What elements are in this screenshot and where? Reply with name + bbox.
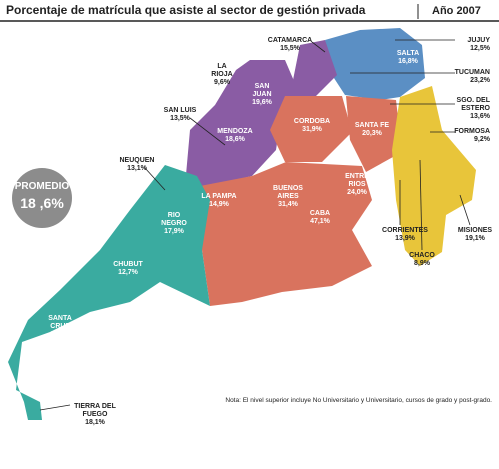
region-value: 18,1% [85, 419, 106, 426]
region-cordoba [270, 96, 352, 162]
region-name: JUAN [252, 91, 271, 98]
region-name: TIERRA DEL [74, 403, 116, 410]
region-value: 31,4% [278, 201, 299, 208]
region-name: JUJUY [467, 37, 490, 44]
region-name: FORMOSA [454, 128, 490, 135]
region-value: 12,5% [470, 45, 491, 52]
region-value: 24,0% [347, 189, 368, 196]
region-name: CORRIENTES [382, 227, 428, 234]
region-value: 8,9% [414, 260, 431, 267]
region-name: BUENOS [273, 185, 303, 192]
leader-line [189, 117, 226, 146]
region-value: 12,7% [118, 269, 139, 276]
region-name: CORDOBA [294, 118, 330, 125]
region-name: SAN [255, 83, 270, 90]
region-name: CHACO [409, 252, 435, 259]
region-value: 20,3% [362, 130, 383, 137]
map-shapes [8, 28, 476, 420]
region-pampa [200, 162, 372, 306]
region-value: 15,5% [280, 45, 301, 52]
region-name: RIOS [348, 181, 365, 188]
region-catamarca [290, 40, 337, 100]
region-name: RIO [168, 212, 181, 219]
year: Año 2007 [432, 5, 481, 17]
note: Nota: El nivel superior incluye No Unive… [225, 397, 492, 404]
region-nea [392, 86, 476, 266]
region-value: 13,6% [470, 113, 491, 120]
region-name: LA PAMPA [201, 193, 236, 200]
region-value: 13,5% [170, 115, 191, 122]
average-label: PROMEDIO [15, 181, 70, 192]
region-name: NEGRO [161, 220, 187, 227]
region-name: SAN LUIS [164, 107, 197, 114]
region-name: TUCUMAN [455, 69, 490, 76]
region-name: SGO. DEL [457, 97, 491, 104]
region-name: SANTA FE [355, 122, 390, 129]
region-santa-fe [346, 96, 402, 172]
region-value: 13,9% [395, 235, 416, 242]
region-value: 18,6% [225, 136, 246, 143]
region-value: 13,1% [127, 165, 148, 172]
region-name: MENDOZA [217, 128, 252, 135]
leader-line [311, 41, 326, 53]
region-patagonia [8, 165, 210, 420]
region-name: ESTERO [461, 105, 490, 112]
region-name: ENTRE [345, 173, 369, 180]
region-name: SANTA [48, 315, 72, 322]
region-name: CRUZ [50, 323, 70, 330]
region-value: 9,2% [474, 136, 491, 143]
leader-line [459, 194, 471, 226]
region-name: AIRES [277, 193, 299, 200]
leader-line [419, 159, 423, 251]
region-cuyo [185, 60, 300, 186]
region-value: 31,9% [302, 126, 323, 133]
average-value: 18 ,6% [20, 195, 64, 211]
region-value: 19,1% [465, 235, 486, 242]
region-name: SALTA [397, 50, 419, 57]
region-value: 47,1% [310, 218, 331, 225]
average-badge [12, 168, 72, 228]
leader-line [144, 167, 166, 191]
leader-lines [39, 39, 471, 411]
region-name: NEUQUEN [119, 157, 154, 164]
region-name: FUEGO [83, 411, 108, 418]
region-value: 9,6% [214, 79, 231, 86]
region-name: CATAMARCA [268, 37, 312, 44]
region-name: CABA [310, 210, 330, 217]
region-value: 23,2% [470, 77, 491, 84]
region-name: RIOJA [211, 71, 232, 78]
region-value: 14,9% [209, 201, 230, 208]
region-value: 19,6% [252, 99, 273, 106]
region-value: 14,1% [50, 331, 71, 338]
leader-line [39, 404, 71, 411]
region-name: CHUBUT [113, 261, 143, 268]
region-name: LA [217, 63, 226, 70]
region-name: MISIONES [458, 227, 493, 234]
region-noa [325, 28, 425, 100]
title: Porcentaje de matrícula que asiste al se… [6, 3, 366, 17]
region-value: 17,9% [164, 228, 185, 235]
region-value: 16,8% [398, 58, 419, 65]
